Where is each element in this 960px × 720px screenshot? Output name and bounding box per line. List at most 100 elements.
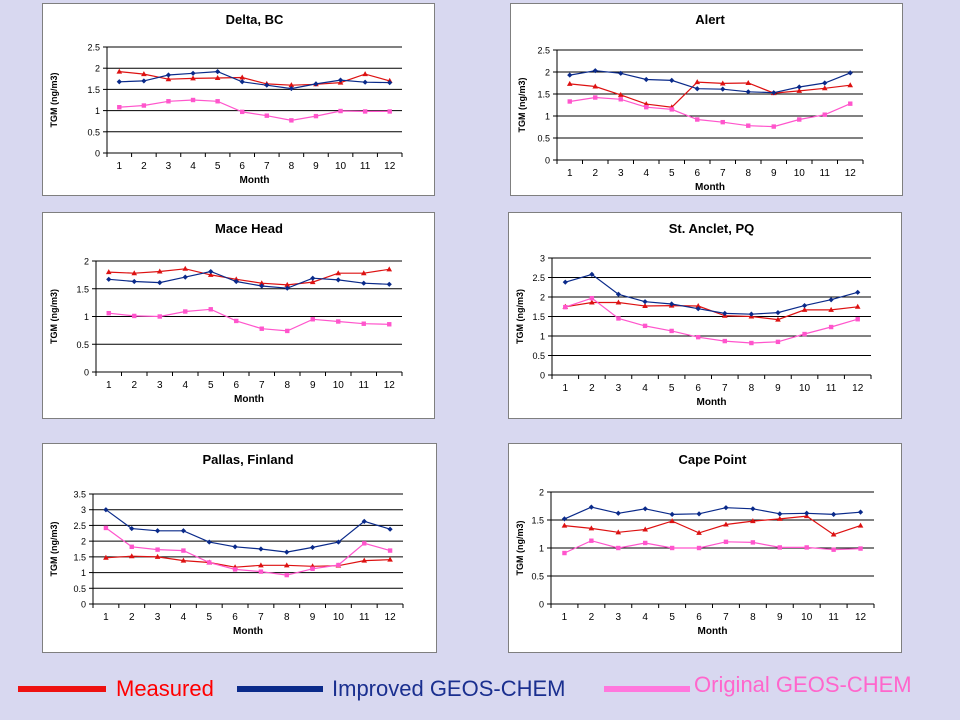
data-point-improved-geos-chem (190, 70, 196, 76)
x-tick-label: 10 (333, 612, 345, 623)
data-point-measured (361, 557, 368, 563)
x-axis-title: Month (240, 175, 270, 186)
chart-title: Cape Point (679, 452, 748, 467)
data-point-improved-geos-chem (313, 81, 319, 87)
data-point-improved-geos-chem (337, 77, 344, 83)
data-point-original-geos-chem (695, 117, 700, 122)
data-point-improved-geos-chem (387, 80, 393, 86)
x-tick-label: 12 (384, 380, 396, 391)
data-point-improved-geos-chem (386, 281, 392, 287)
series-line-original-geos-chem (108, 308, 390, 332)
data-point-improved-geos-chem (745, 89, 751, 95)
legend-item-original: Original GEOS-CHEM (604, 672, 944, 704)
data-point-measured (360, 270, 367, 276)
y-tick-label: 1.5 (73, 552, 86, 562)
data-point-improved-geos-chem (847, 70, 853, 76)
x-tick-label: 8 (289, 161, 295, 172)
data-point-measured (190, 75, 196, 81)
data-point-original-geos-chem (166, 99, 171, 104)
x-tick-label: 3 (616, 383, 622, 394)
data-point-original-geos-chem (310, 566, 315, 571)
data-point-measured (694, 79, 701, 85)
x-tick-label: 11 (359, 380, 370, 391)
chart-title: Pallas, Finland (202, 452, 293, 467)
data-point-improved-geos-chem (182, 274, 188, 280)
x-tick-label: 2 (589, 612, 595, 623)
data-point-improved-geos-chem (589, 271, 595, 277)
data-point-improved-geos-chem (116, 79, 122, 85)
data-point-original-geos-chem (831, 547, 836, 552)
data-point-improved-geos-chem (310, 275, 316, 281)
y-tick-label: 1 (540, 332, 545, 342)
data-point-measured (669, 518, 675, 524)
x-axis-title: Month (698, 626, 728, 637)
data-point-improved-geos-chem (828, 297, 834, 303)
x-tick-label: 10 (333, 380, 345, 391)
data-point-measured (362, 71, 368, 77)
data-point-improved-geos-chem (309, 544, 316, 551)
data-point-original-geos-chem (720, 119, 725, 125)
x-tick-label: 6 (232, 612, 238, 623)
y-tick-label: 1 (81, 568, 86, 578)
y-tick-label: 0.5 (532, 351, 545, 361)
data-point-measured (588, 525, 595, 531)
y-axis-title: TGM (ng/m3) (515, 289, 525, 344)
data-point-original-geos-chem (669, 545, 675, 551)
data-point-original-geos-chem (215, 99, 220, 104)
data-point-improved-geos-chem (288, 85, 294, 92)
x-tick-label: 11 (828, 612, 839, 623)
data-point-original-geos-chem (387, 548, 393, 553)
x-tick-label: 12 (845, 168, 857, 179)
data-point-improved-geos-chem (857, 509, 864, 515)
data-point-original-geos-chem (181, 548, 186, 553)
x-tick-label: 7 (259, 380, 265, 391)
y-tick-label: 2 (84, 257, 89, 267)
data-point-original-geos-chem (361, 321, 366, 326)
series-line-improved-geos-chem (564, 506, 861, 520)
x-tick-label: 6 (696, 612, 702, 623)
data-point-original-geos-chem (387, 322, 392, 327)
data-point-original-geos-chem (264, 113, 269, 118)
y-tick-label: 1.5 (76, 284, 89, 294)
y-tick-label: 0 (84, 368, 89, 378)
data-point-improved-geos-chem (239, 79, 245, 85)
y-tick-label: 3.5 (73, 490, 86, 500)
y-tick-label: 0.5 (76, 340, 89, 350)
series-line-measured (564, 515, 861, 536)
data-point-measured (239, 74, 246, 80)
data-point-measured (847, 82, 854, 88)
x-tick-label: 2 (589, 383, 595, 394)
data-point-original-geos-chem (362, 109, 368, 114)
x-tick-label: 2 (129, 612, 135, 623)
data-point-original-geos-chem (696, 545, 702, 551)
data-point-improved-geos-chem (165, 72, 172, 78)
x-tick-label: 8 (284, 612, 290, 623)
data-point-measured (258, 280, 265, 286)
x-tick-label: 5 (669, 612, 675, 623)
x-tick-label: 6 (694, 168, 700, 179)
data-point-original-geos-chem (232, 567, 238, 572)
data-point-original-geos-chem (562, 550, 567, 556)
data-point-original-geos-chem (696, 334, 701, 340)
y-axis-title: TGM (ng/m3) (49, 73, 59, 128)
data-point-original-geos-chem (387, 109, 392, 114)
x-tick-label: 2 (592, 168, 598, 179)
data-point-original-geos-chem (258, 569, 264, 574)
data-point-improved-geos-chem (361, 280, 367, 286)
y-axis-title: TGM (ng/m3) (49, 289, 59, 344)
data-point-measured (309, 279, 316, 285)
y-tick-label: 1 (95, 106, 100, 116)
x-tick-label: 7 (258, 612, 264, 623)
data-point-original-geos-chem (129, 544, 134, 549)
data-point-original-geos-chem (155, 547, 160, 552)
x-tick-label: 4 (181, 612, 187, 623)
data-point-measured (165, 76, 172, 82)
data-point-improved-geos-chem (669, 77, 675, 83)
data-point-original-geos-chem (240, 109, 245, 115)
x-tick-label: 1 (103, 612, 109, 623)
series-line-measured (108, 268, 390, 286)
data-point-measured (775, 316, 781, 322)
data-point-original-geos-chem (336, 562, 341, 568)
data-point-measured (830, 531, 837, 537)
